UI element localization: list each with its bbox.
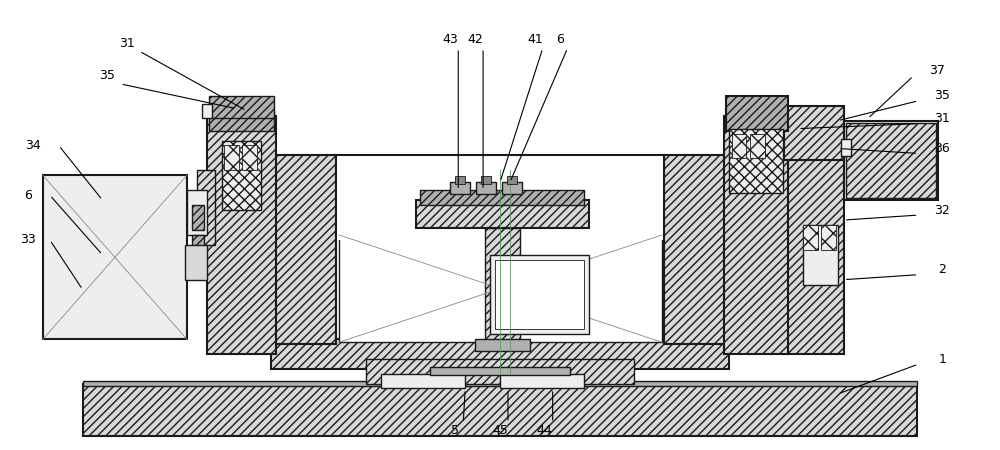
- Bar: [224, 145, 239, 171]
- Text: 2: 2: [938, 263, 946, 276]
- Bar: [339, 235, 662, 342]
- Bar: [500, 374, 584, 388]
- Text: 32: 32: [934, 203, 950, 216]
- Bar: [844, 121, 938, 200]
- Bar: [750, 134, 765, 158]
- Bar: [846, 123, 936, 198]
- Text: 6: 6: [24, 189, 32, 202]
- Bar: [729, 129, 783, 193]
- Bar: [450, 182, 470, 194]
- Bar: [664, 155, 729, 344]
- Bar: [476, 182, 496, 194]
- Bar: [202, 104, 212, 117]
- Text: 44: 44: [537, 424, 553, 437]
- Bar: [83, 381, 917, 386]
- Bar: [366, 359, 634, 384]
- Text: 6: 6: [556, 33, 564, 45]
- Bar: [271, 339, 729, 369]
- Text: 41: 41: [527, 33, 543, 45]
- Bar: [420, 190, 584, 205]
- Bar: [803, 225, 818, 250]
- Bar: [485, 228, 520, 342]
- Text: 1: 1: [938, 353, 946, 366]
- Bar: [495, 260, 584, 329]
- Bar: [481, 176, 491, 184]
- Bar: [192, 205, 204, 230]
- Bar: [187, 190, 207, 235]
- Bar: [83, 384, 917, 436]
- Bar: [732, 134, 746, 158]
- Bar: [784, 106, 844, 160]
- Text: 43: 43: [442, 33, 458, 45]
- Bar: [490, 255, 589, 334]
- Bar: [502, 182, 522, 194]
- Bar: [416, 200, 589, 228]
- Bar: [242, 145, 257, 171]
- Bar: [455, 176, 465, 184]
- Text: 34: 34: [25, 139, 41, 152]
- Text: 35: 35: [934, 89, 950, 102]
- Bar: [507, 176, 517, 184]
- Text: 45: 45: [492, 424, 508, 437]
- Text: 42: 42: [467, 33, 483, 45]
- Text: 35: 35: [100, 69, 115, 82]
- Bar: [475, 339, 530, 351]
- Bar: [222, 140, 261, 210]
- Bar: [336, 155, 664, 240]
- Bar: [381, 374, 465, 388]
- Bar: [430, 367, 570, 375]
- Bar: [197, 171, 215, 245]
- Text: 36: 36: [934, 142, 950, 155]
- Bar: [724, 116, 788, 354]
- Bar: [209, 111, 274, 130]
- Bar: [207, 116, 276, 354]
- Bar: [841, 139, 851, 157]
- Bar: [271, 155, 336, 344]
- Bar: [803, 225, 838, 285]
- Text: 31: 31: [934, 112, 950, 125]
- Bar: [43, 176, 187, 339]
- Bar: [726, 96, 788, 130]
- Bar: [209, 96, 274, 117]
- Text: 31: 31: [119, 36, 135, 50]
- Text: 5: 5: [451, 424, 459, 437]
- Text: 33: 33: [20, 234, 36, 247]
- Text: 37: 37: [929, 64, 945, 77]
- Bar: [192, 235, 204, 260]
- Bar: [185, 245, 207, 279]
- Bar: [784, 155, 844, 354]
- Bar: [821, 225, 836, 250]
